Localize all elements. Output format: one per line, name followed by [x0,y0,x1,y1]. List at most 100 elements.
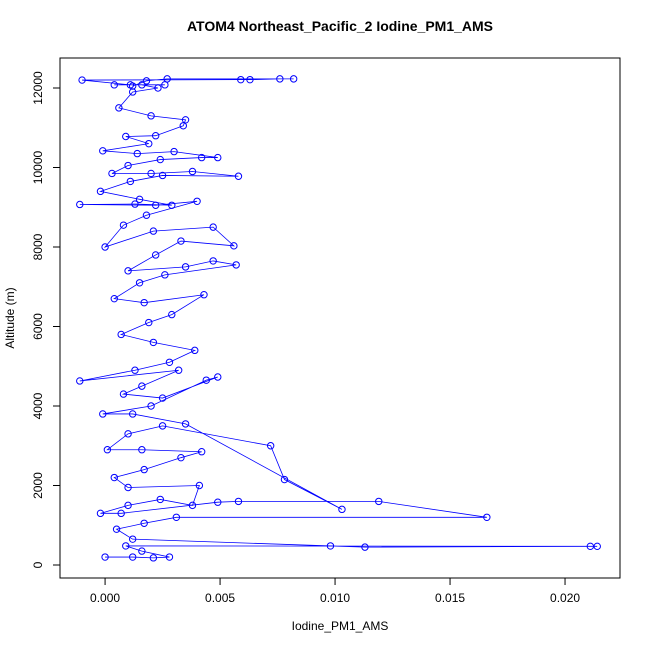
data-point [99,410,107,418]
data-point [158,171,167,180]
x-axis-label: Iodine_PM1_AMS [292,619,389,633]
data-point [122,132,130,141]
data-point [140,298,148,307]
data-point [375,497,383,506]
data-point [112,525,121,533]
y-tick-label: 10000 [31,151,45,185]
data-point [202,376,210,384]
data-point [149,338,158,347]
data-point [99,147,107,155]
data-point [124,161,132,170]
data-point [135,195,144,204]
data-point [197,153,206,162]
data-point [117,509,125,518]
data-point [119,221,128,229]
data-point [124,483,132,492]
x-tick-label: 0.015 [435,591,465,605]
data-point [76,200,84,209]
data-point [246,75,254,84]
data-point [156,495,164,504]
data-point [181,263,190,271]
plot-frame [59,57,621,579]
data-point [124,501,132,510]
data-point [151,132,160,140]
data-point [133,149,141,158]
chart-title: ATOM4 Northeast_Pacific_2 Iodine_PM1_AMS [187,18,493,34]
x-tick-label: 0.000 [90,591,120,605]
data-point [128,553,137,561]
data-point [188,167,197,176]
data-point [191,346,199,355]
data-point [115,104,123,112]
data-point [200,291,208,299]
data-point [128,410,137,418]
data-point [158,422,167,430]
data-point [138,382,146,390]
data-point [193,197,201,205]
y-tick-label: 2000 [31,472,45,499]
data-point [209,223,217,231]
data-point [131,366,139,374]
data-point [128,82,137,90]
y-tick-label: 8000 [31,233,45,260]
data-point [168,310,176,319]
data-point [138,81,146,89]
data-point [110,473,118,482]
data-point [177,453,185,462]
data-point [232,261,240,269]
data-point [170,147,178,156]
data-point [214,153,222,162]
data-point [142,77,151,85]
data-point [230,242,238,250]
data-point [214,373,222,381]
data-point [326,542,335,550]
data-point [161,271,169,279]
data-point [156,155,164,164]
data-point [138,446,146,454]
data-point [266,442,275,450]
data-point [131,200,139,208]
data-point [181,420,190,428]
data-point [188,501,197,510]
data-point [76,377,84,385]
data-point [276,75,284,83]
data-point [117,330,125,339]
data-point [177,237,185,245]
data-point [168,201,176,209]
data-point [101,553,109,561]
data-point [145,139,153,148]
data-point [108,169,116,178]
data-point [122,542,130,550]
data-point [145,318,153,327]
data-point [149,227,158,235]
data-point [237,75,245,84]
data-point [172,513,181,522]
data-point [138,547,146,555]
data-point [110,81,118,89]
data-point [214,498,222,506]
data-point [586,542,595,551]
data-point [124,430,132,438]
y-tick-label: 6000 [31,313,45,340]
data-point [140,519,148,527]
data-point [181,116,190,124]
data-point [96,509,105,518]
y-tick-label: 0 [31,561,45,568]
data-point [234,497,243,506]
data-point [96,187,105,196]
data-point [147,402,155,410]
y-tick-label: 12000 [31,71,45,105]
data-point [234,172,243,180]
data-point [174,366,183,374]
data-point [158,394,167,402]
y-axis-label: Altitude (m) [3,287,17,348]
data-point [103,446,112,454]
data-point [126,177,135,186]
data-point [361,543,369,551]
data-point [289,75,298,83]
x-tick-label: 0.020 [550,591,580,605]
data-point [165,553,174,561]
data-point [483,513,491,522]
data-point [110,294,118,303]
